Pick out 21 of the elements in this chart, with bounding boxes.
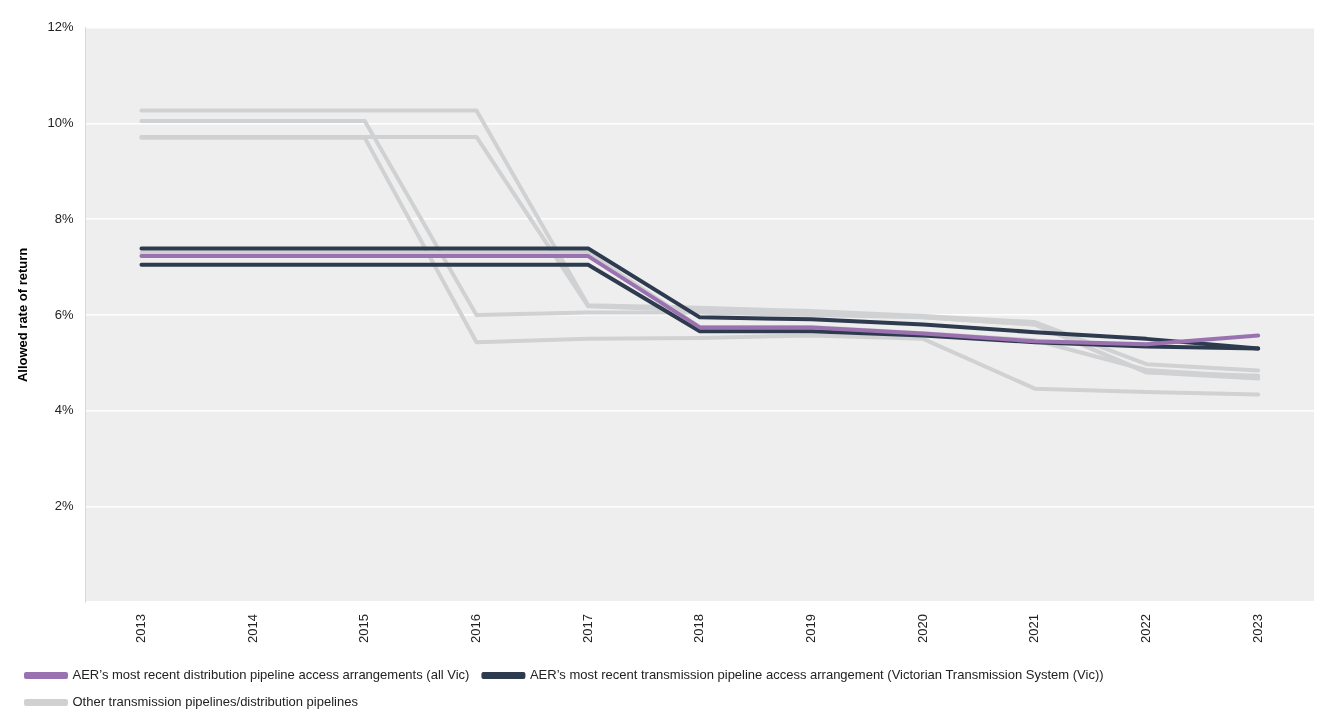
y-tick-label: 2%: [54, 497, 75, 513]
legend-label: AER’s most recent distribution pipeline access arrangements (all Vic): [72, 667, 470, 683]
y-tick-label: 4%: [54, 402, 75, 418]
x-tick-label: 2017: [579, 614, 595, 643]
y-tick-label: 10%: [47, 115, 75, 131]
x-tick-label: 2019: [803, 614, 819, 643]
x-tick-label: 2016: [468, 614, 484, 643]
x-tick-label: 2014: [244, 614, 260, 643]
x-tick-label: 2021: [1026, 614, 1042, 643]
x-tick-label: 2015: [356, 614, 372, 643]
legend-label: AER’s most recent transmission pipeline access arrangement (Victorian Transmission System (Vic)): [529, 667, 1104, 683]
y-tick-label: 8%: [54, 210, 75, 226]
y-tick-label: 12%: [47, 19, 75, 35]
x-tick-label: 2013: [133, 614, 149, 643]
legend-label: Other transmission pipelines/distribution pipelines: [72, 694, 359, 710]
x-tick-label: 2022: [1138, 614, 1154, 643]
x-tick-label: 2023: [1249, 614, 1265, 643]
y-tick-label: 6%: [54, 306, 75, 322]
x-tick-label: 2020: [914, 614, 930, 643]
y-axis-title: Allowed rate of return: [15, 247, 31, 383]
x-tick-label: 2018: [691, 614, 707, 643]
